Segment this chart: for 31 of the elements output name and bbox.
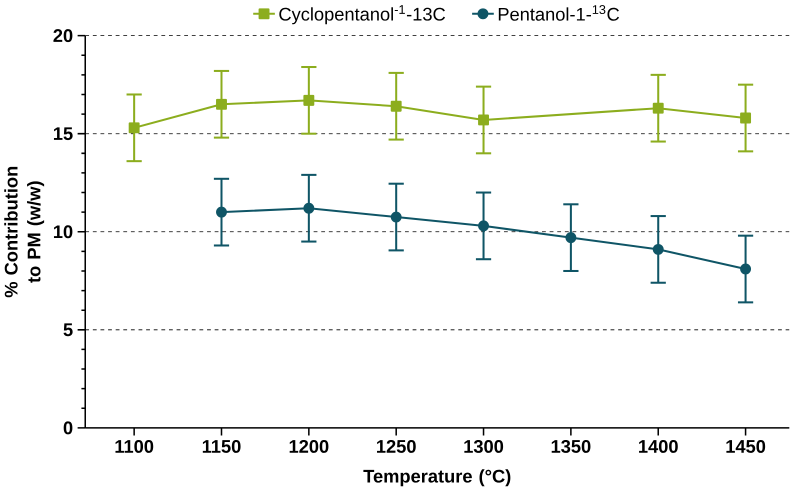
point: [652, 102, 664, 114]
y-tick-label: 20: [53, 29, 72, 42]
legend-label: Cyclopentanol$^{-1}$-13C: [279, 5, 446, 25]
point: [303, 95, 314, 106]
x-tick-label: 1300: [464, 440, 504, 454]
y-tick-label: 0: [64, 422, 72, 435]
point: [390, 212, 402, 223]
point: [216, 99, 227, 110]
x-tick-label: 1100: [115, 440, 154, 454]
y-tick-label: 10: [54, 226, 72, 238]
x-tick-label: 1400: [639, 440, 678, 454]
x-tick-label: 1200: [290, 440, 328, 454]
x-tick-label: 1250: [377, 440, 416, 454]
y-tick-label: 5: [64, 324, 73, 336]
point: [565, 232, 576, 244]
point: [652, 244, 664, 256]
point: [740, 112, 752, 124]
y-tick-label: 15: [54, 128, 73, 140]
legend-label: Pentanol-1-$^{13}$C: [498, 5, 620, 21]
x-axis-title: Temperature (°C): [363, 469, 510, 487]
point: [478, 220, 489, 232]
y-axis-title: % Contribution to PM (w/w): [4, 167, 44, 298]
point: [740, 264, 752, 275]
point: [478, 114, 489, 126]
x-tick-label: 1150: [202, 440, 241, 454]
point: [390, 101, 402, 112]
x-tick-label: 1450: [726, 440, 766, 454]
point: [303, 203, 314, 214]
point: [216, 206, 227, 218]
x-tick-label: 1350: [552, 440, 590, 454]
point: [128, 122, 140, 134]
